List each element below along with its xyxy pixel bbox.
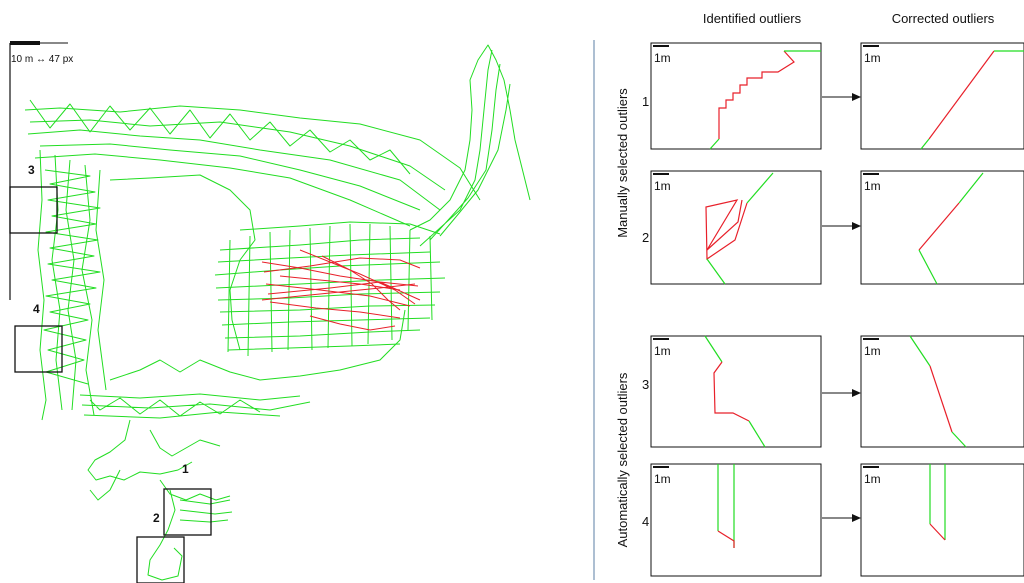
track-segment: [748, 420, 766, 448]
row-label-3: 3: [642, 377, 649, 392]
corrected-segment: [929, 365, 953, 433]
panel-identified-3: [650, 335, 822, 448]
column-header-identified: Identified outliers: [703, 11, 802, 26]
track-segment: [704, 335, 723, 363]
panel-corrected-2: [860, 170, 1024, 285]
trajectory-map: 10 m ↔ 47 px 3 4 1 2: [9, 41, 531, 583]
track-segment: [929, 464, 946, 540]
track-bottom-band: [79, 393, 311, 419]
track-segment: [951, 431, 967, 448]
outlier-segment: [713, 361, 750, 422]
panel-scale-label: 1m: [864, 51, 881, 65]
panel-row-3: 1m 1m: [650, 335, 1024, 448]
track-segment: [920, 138, 930, 150]
track-segment: [709, 138, 720, 150]
panel-identified-1: [650, 42, 822, 150]
panel-scale-label: 1m: [654, 179, 671, 193]
track-inner-arc: [109, 174, 406, 381]
corrected-segment: [918, 202, 960, 251]
outlier-panels: Identified outliers Corrected outliers M…: [615, 11, 1024, 577]
scale-label: 10 m ↔ 47 px: [11, 54, 73, 65]
panel-scale-bar: [863, 173, 879, 175]
arrow-icon: [852, 222, 861, 230]
panel-identified-2: [650, 170, 822, 285]
marker-label-1: 1: [182, 462, 189, 476]
panel-row-1: 1m 1m: [650, 42, 1024, 150]
corrected-segment: [929, 523, 946, 541]
track-bottom-tail: [87, 419, 233, 581]
arrow-icon: [852, 514, 861, 522]
scale-bar: [10, 41, 40, 45]
panel-scale-label: 1m: [654, 51, 671, 65]
track-top-band: [24, 105, 481, 227]
panel-scale-bar: [653, 45, 669, 47]
track-hub-verticals: [227, 223, 433, 357]
panel-scale-label: 1m: [864, 344, 881, 358]
marker-label-3: 3: [28, 163, 35, 177]
panel-corrected-4: [860, 463, 1024, 577]
outlier-segment: [718, 50, 795, 139]
track-segment: [706, 258, 726, 285]
panel-scale-bar: [653, 466, 669, 468]
column-header-corrected: Corrected outliers: [892, 11, 995, 26]
outlier-segment: [717, 530, 735, 548]
outlier-segment: [705, 199, 748, 261]
row-label-4: 4: [642, 514, 649, 529]
outlier-strokes: [261, 249, 421, 331]
track-segment: [746, 172, 774, 204]
track-segment: [958, 172, 984, 204]
track-segment: [918, 249, 938, 285]
panel-corrected-1: [860, 42, 1024, 150]
track-left-column-zigzag: [43, 169, 101, 385]
panel-row-2: 1m 1m: [650, 170, 1024, 285]
panel-scale-label: 1m: [654, 344, 671, 358]
panel-row-4: 1m 1m: [650, 463, 1024, 577]
marker-label-2: 2: [153, 511, 160, 525]
panel-scale-bar: [863, 466, 879, 468]
row-label-2: 2: [642, 230, 649, 245]
group-label-automatic: Automatically selected outliers: [615, 372, 630, 547]
panel-scale-bar: [863, 45, 879, 47]
arrow-icon: [852, 93, 861, 101]
panel-scale-bar: [863, 338, 879, 340]
corrected-segment: [928, 50, 995, 140]
outlier-box-2: [136, 536, 185, 583]
row-label-1: 1: [642, 94, 649, 109]
track-top-band-dense: [29, 99, 411, 175]
panel-corrected-3: [860, 335, 1024, 448]
track-right-arm: [409, 44, 531, 247]
track-segment: [717, 464, 735, 548]
outlier-box-4: [14, 325, 63, 373]
panel-scale-bar: [653, 338, 669, 340]
track-left-column: [37, 149, 107, 421]
group-label-manual: Manually selected outliers: [615, 88, 630, 238]
arrow-icon: [852, 389, 861, 397]
track-segment: [909, 335, 931, 367]
track-lines: [24, 44, 531, 581]
outlier-box-3: [9, 186, 58, 234]
outlier-box-1: [163, 488, 212, 536]
marker-label-4: 4: [33, 302, 40, 316]
panel-scale-label: 1m: [864, 472, 881, 486]
panel-identified-4: [650, 463, 822, 577]
panel-scale-label: 1m: [654, 472, 671, 486]
panel-scale-bar: [653, 173, 669, 175]
panel-scale-label: 1m: [864, 179, 881, 193]
